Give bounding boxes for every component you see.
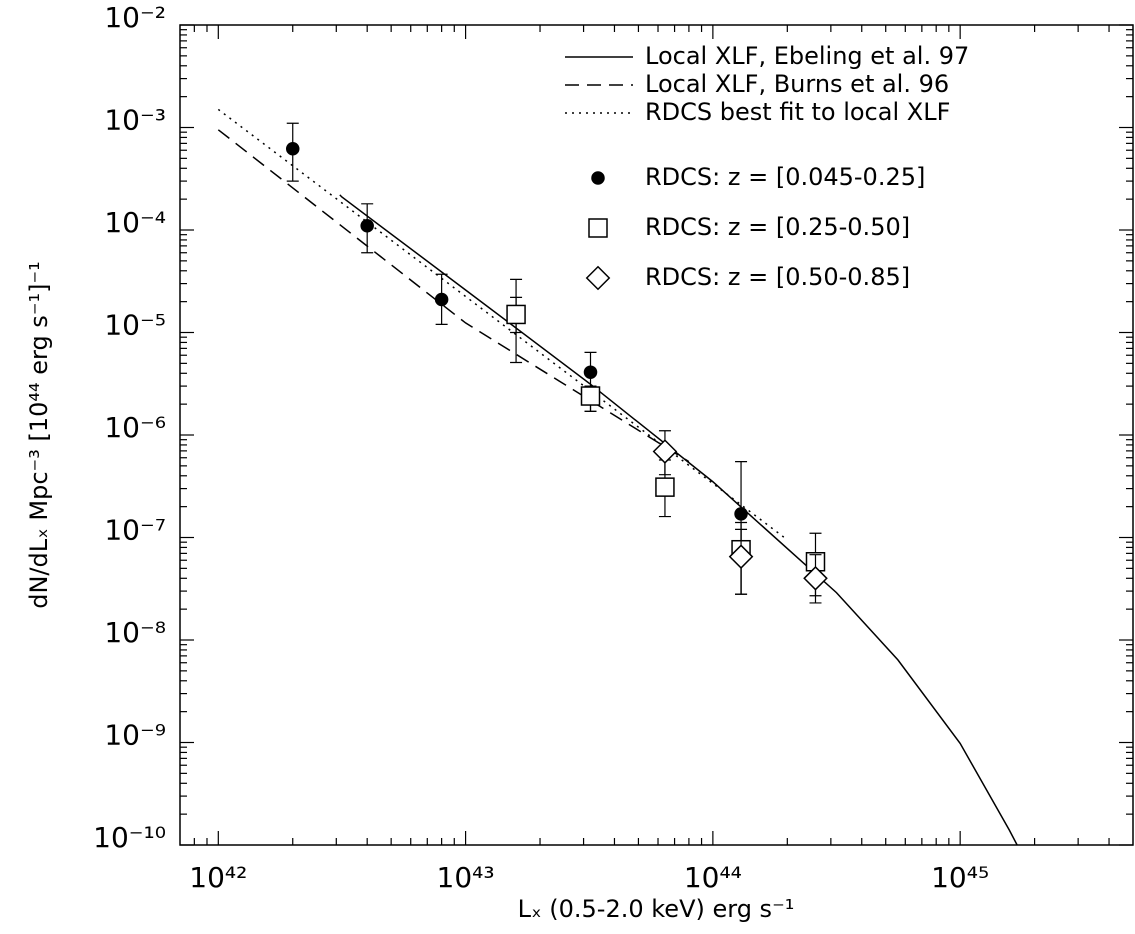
legend-label: RDCS: z = [0.25-0.50] bbox=[645, 213, 910, 241]
data-point bbox=[655, 477, 675, 497]
plot-frame bbox=[179, 24, 1134, 846]
y-tick-label: 10⁻² bbox=[104, 1, 166, 34]
data-point bbox=[728, 544, 754, 569]
y-tick-label: 10⁻³ bbox=[104, 104, 166, 137]
data-point bbox=[583, 365, 598, 379]
y-tick-label: 10⁻¹⁰ bbox=[93, 821, 166, 854]
data-point bbox=[434, 292, 449, 307]
y-tick-label: 10⁻⁸ bbox=[104, 616, 166, 649]
model-line bbox=[217, 129, 690, 463]
legend-marker bbox=[591, 171, 605, 185]
data-point bbox=[506, 304, 526, 325]
y-tick-label: 10⁻⁵ bbox=[104, 309, 166, 342]
y-tick-label: 10⁻⁴ bbox=[104, 206, 166, 239]
legend-marker bbox=[585, 265, 611, 291]
x-tick-label: 10⁴² bbox=[189, 861, 247, 894]
data-point bbox=[803, 565, 828, 591]
y-tick-label: 10⁻⁶ bbox=[104, 411, 166, 444]
y-tick-label: 10⁻⁷ bbox=[104, 514, 166, 547]
model-line bbox=[339, 194, 1018, 846]
data-point bbox=[734, 507, 748, 521]
legend-label: RDCS best fit to local XLF bbox=[645, 98, 950, 126]
legend-label: Local XLF, Burns et al. 96 bbox=[645, 70, 949, 98]
y-tick-label: 10⁻⁹ bbox=[104, 719, 166, 752]
legend-label: Local XLF, Ebeling et al. 97 bbox=[645, 42, 969, 70]
data-point bbox=[360, 219, 374, 233]
data-point bbox=[580, 386, 601, 406]
y-axis-label: dN/dLₓ Mpc⁻³ [10⁴⁴ erg s⁻¹]⁻¹ bbox=[25, 261, 53, 609]
data-point bbox=[285, 142, 300, 156]
x-tick-label: 10⁴⁴ bbox=[684, 861, 742, 894]
legend-label: RDCS: z = [0.045-0.25] bbox=[645, 163, 925, 191]
x-tick-label: 10⁴⁵ bbox=[931, 861, 989, 894]
x-axis-label: Lₓ (0.5-2.0 keV) erg s⁻¹ bbox=[518, 895, 795, 923]
data-point bbox=[652, 439, 678, 464]
x-tick-label: 10⁴³ bbox=[437, 861, 495, 894]
legend-label: RDCS: z = [0.50-0.85] bbox=[645, 263, 910, 291]
legend-marker bbox=[588, 218, 608, 238]
